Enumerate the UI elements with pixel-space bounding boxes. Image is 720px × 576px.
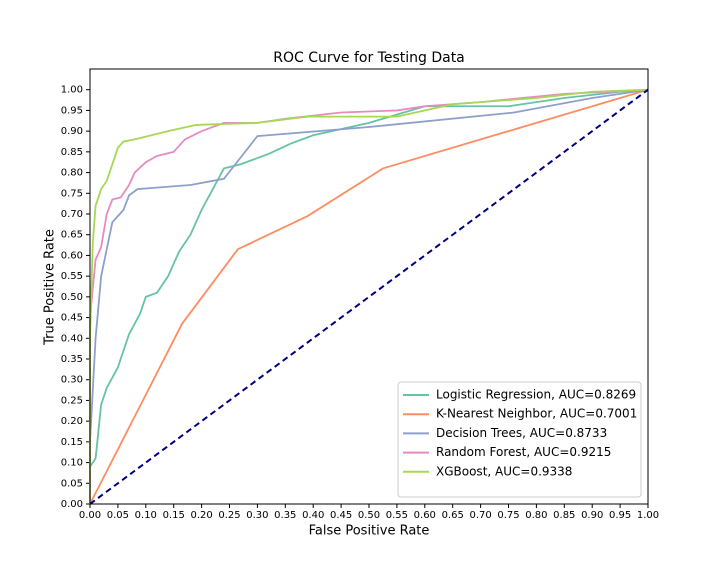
x-tick-label: 0.00: [79, 510, 101, 521]
y-tick-label: 0.75: [61, 188, 83, 199]
x-tick-label: 0.40: [302, 510, 324, 521]
x-tick-label: 0.10: [135, 510, 157, 521]
y-tick-label: 0.10: [61, 458, 83, 469]
x-tick-label: 0.65: [442, 510, 464, 521]
y-tick-label: 0.85: [61, 147, 83, 158]
y-axis-label: True Positive Rate: [43, 229, 58, 346]
x-tick-label: 0.85: [553, 510, 575, 521]
roc-line: [89, 88, 649, 504]
legend-label: XGBoost, AUC=0.9338: [436, 464, 572, 478]
legend-label: Random Forest, AUC=0.9215: [436, 445, 611, 459]
x-tick-label: 0.90: [581, 510, 603, 521]
y-tick-label: 0.15: [61, 437, 83, 448]
plot-frame: [89, 68, 649, 505]
legend-label: Decision Trees, AUC=0.8733: [436, 426, 607, 440]
y-tick-label: 0.00: [61, 499, 83, 510]
legend-label: K-Nearest Neighbor, AUC=0.7001: [436, 407, 637, 421]
y-tick-label: 0.90: [61, 126, 83, 137]
y-tick-label: 0.40: [61, 333, 83, 344]
x-tick-label: 0.80: [525, 510, 547, 521]
y-tick-label: 0.30: [61, 375, 83, 386]
y-tick-label: 0.25: [61, 395, 83, 406]
y-tick-label: 0.60: [61, 250, 83, 261]
y-tick-label: 0.20: [61, 416, 83, 427]
roc-line: [89, 88, 649, 504]
x-tick-label: 0.30: [246, 510, 268, 521]
x-tick-label: 0.75: [497, 510, 519, 521]
legend-box: [397, 381, 642, 498]
y-tick-label: 0.55: [61, 271, 83, 282]
x-tick-label: 0.15: [163, 510, 185, 521]
x-tick-label: 0.55: [386, 510, 408, 521]
roc-line: [89, 88, 649, 505]
x-tick-label: 0.60: [414, 510, 436, 521]
y-tick-label: 0.50: [61, 292, 83, 303]
x-tick-label: 0.25: [218, 510, 240, 521]
x-tick-label: 0.45: [330, 510, 352, 521]
y-tick-label: 0.65: [61, 230, 83, 241]
x-tick-label: 0.95: [609, 510, 631, 521]
y-tick-label: 0.95: [61, 105, 83, 116]
legend: Logistic Regression, AUC=0.8269 K-Nearest…: [397, 381, 642, 498]
y-tick-label: 0.80: [61, 168, 83, 179]
y-tick-label: 0.05: [61, 478, 83, 489]
x-axis-label: False Positive Rate: [309, 524, 430, 539]
x-tick-label: 1.00: [637, 510, 659, 521]
y-tick-label: 1.00: [61, 85, 83, 96]
chart-title: ROC Curve for Testing Data: [273, 50, 465, 66]
legend-label: Logistic Regression, AUC=0.8269: [436, 388, 636, 402]
x-tick-label: 0.35: [274, 510, 296, 521]
x-tick-label: 0.50: [358, 510, 380, 521]
reference-line: [89, 88, 649, 505]
roc-line: [89, 88, 649, 504]
y-tick-label: 0.35: [61, 354, 83, 365]
x-tick-label: 0.20: [190, 510, 212, 521]
x-tick-label: 0.70: [469, 510, 491, 521]
y-tick-label: 0.70: [61, 209, 83, 220]
y-tick-label: 0.45: [61, 313, 83, 324]
x-tick-label: 0.05: [107, 510, 129, 521]
